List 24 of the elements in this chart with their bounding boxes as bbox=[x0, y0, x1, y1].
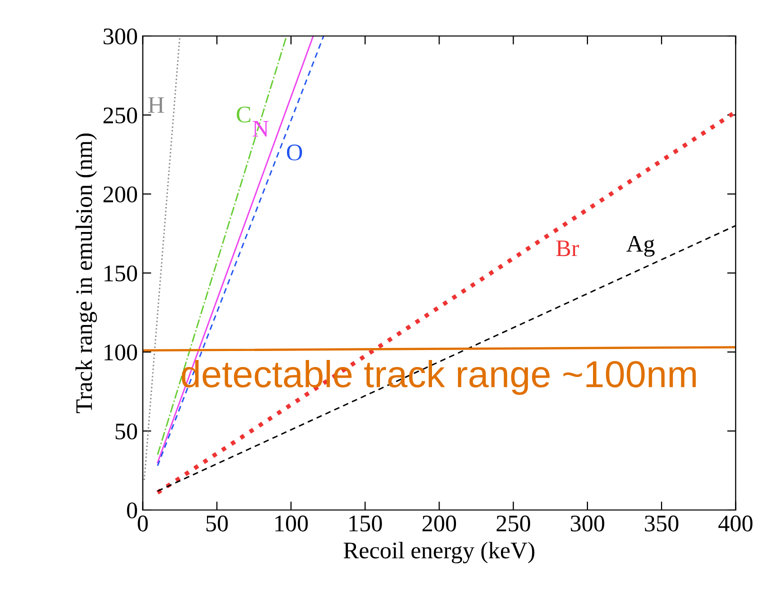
series-label: C bbox=[236, 106, 250, 122]
x-tick-label: 200 bbox=[422, 516, 456, 532]
y-tick-label: 0 bbox=[127, 502, 138, 518]
y-tick-label: 100 bbox=[104, 344, 138, 360]
x-tick-label: 150 bbox=[349, 516, 382, 532]
y-tick-label: 50 bbox=[116, 423, 138, 440]
x-tick-label: 0 bbox=[138, 516, 148, 532]
y-tick-label: 200 bbox=[104, 186, 138, 202]
series-label: H bbox=[148, 97, 164, 113]
x-tick-label: 250 bbox=[496, 516, 530, 532]
series-label: Ag bbox=[626, 236, 655, 257]
series-label: O bbox=[286, 144, 302, 160]
series-label: Br bbox=[556, 240, 579, 256]
x-tick-label: 400 bbox=[718, 516, 752, 532]
y-tick-label: 150 bbox=[104, 265, 138, 282]
y-tick-label: 250 bbox=[104, 107, 138, 124]
y-axis-title: Track range in emulsion (nm) bbox=[75, 133, 97, 414]
series-label: N bbox=[252, 121, 269, 136]
x-tick-label: 350 bbox=[644, 516, 678, 532]
y-tick-label: 300 bbox=[104, 28, 138, 44]
x-tick-label: 300 bbox=[570, 516, 604, 532]
x-axis-title: Recoil energy (keV) bbox=[344, 542, 534, 564]
x-tick-label: 50 bbox=[206, 516, 228, 532]
x-tick-label: 100 bbox=[275, 516, 308, 532]
